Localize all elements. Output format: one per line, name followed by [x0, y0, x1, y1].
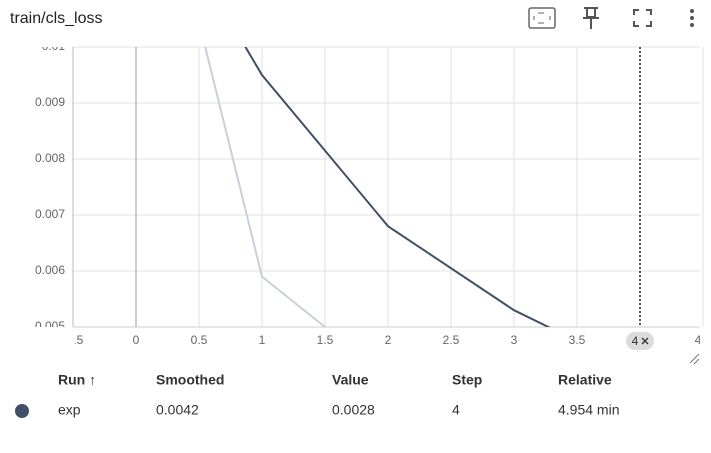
y-tick-label: 0.008	[35, 151, 65, 165]
more-icon[interactable]	[690, 9, 694, 27]
fit-icon[interactable]	[528, 7, 556, 29]
y-tick-label: 0.007	[35, 207, 65, 221]
cursor-chip	[626, 332, 654, 350]
x-tick-label: 1.5	[317, 333, 334, 347]
x-tick-label: 4.5	[695, 333, 711, 347]
column-header: Smoothed	[156, 372, 224, 388]
smoothed-line	[244, 47, 551, 327]
x-axis: -0.5 0 0.5 1 1.5 2 2.5 3 3.5 4.5	[63, 333, 711, 347]
column-header: Value	[332, 372, 369, 388]
cell: 0.0028	[332, 402, 375, 418]
column-header: Relative	[558, 372, 612, 388]
pin-icon[interactable]	[583, 7, 599, 29]
x-tick-label: 2	[385, 333, 392, 347]
x-tick-label: 0.5	[191, 333, 208, 347]
y-tick-label: 0.005	[35, 319, 65, 333]
raw-line	[204, 47, 327, 327]
y-tick-label: 0.009	[35, 95, 65, 109]
run-swatch	[15, 404, 29, 418]
x-tick-label: 2.5	[443, 333, 460, 347]
column-header: Step	[452, 372, 482, 388]
cell: 4.954 min	[558, 402, 619, 418]
x-tick-label: -0.5	[63, 333, 84, 347]
column-header: Run ↑	[58, 372, 96, 388]
cursor: 4	[626, 47, 654, 350]
data-table: Run ↑ Smoothed Value Step Relative exp 0.0042 0…	[15, 372, 619, 418]
x-tick-label: 0	[133, 333, 140, 347]
cell: 4	[452, 402, 460, 418]
y-tick-label: 0.01	[42, 39, 66, 53]
y-tick-label: 0.006	[35, 263, 65, 277]
x-tick-label: 1	[259, 333, 266, 347]
x-tick-label: 3	[511, 333, 518, 347]
resize-handle[interactable]	[689, 353, 700, 365]
cursor-label: 4	[632, 334, 639, 348]
plot-area	[204, 47, 551, 327]
x-tick-label: 3.5	[569, 333, 586, 347]
cell: exp	[58, 402, 81, 418]
grid	[72, 46, 704, 328]
fullscreen-icon[interactable]	[633, 9, 652, 27]
cursor-close	[641, 337, 649, 345]
cell: 0.0042	[156, 402, 199, 418]
card-title: train/cls_loss	[10, 10, 102, 27]
y-axis: 0.005 0.006 0.007 0.008 0.009 0.01	[35, 39, 66, 333]
